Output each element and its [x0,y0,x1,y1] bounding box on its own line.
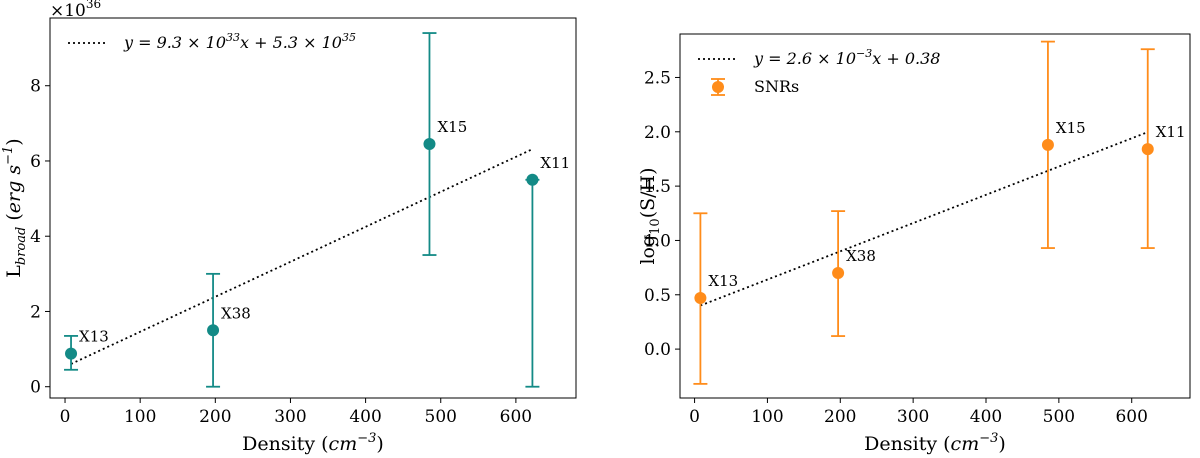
x-tick-label: 0 [689,407,700,427]
x-tick-label: 400 [970,407,1002,427]
point-label-x38: X38 [846,247,876,265]
point-label-x15: X15 [1056,119,1086,137]
x-axis-label: Density (cm−3) [242,431,384,455]
point-label-x13: X13 [708,272,738,290]
data-point-x11 [526,173,539,186]
point-label-x11: X11 [540,154,570,172]
point-label-x11: X11 [1156,123,1186,141]
y-tick-label: 8 [30,77,41,97]
data-point-x15 [1041,138,1054,151]
data-point-x13 [65,347,78,360]
x-tick-label: 200 [199,407,231,427]
y-tick-label: 1.5 [644,177,671,197]
x-tick-label: 400 [349,407,381,427]
right-chart-panel: 0 100 200 300 400 500 600 0.0 0.5 1.0 1.5 2.0 2.5 X13… [637,33,1191,455]
x-tick-label: 100 [751,407,783,427]
data-point-x15 [423,138,436,151]
fit-line [70,148,533,365]
legend-snrs-label: SNRs [754,77,799,96]
fit-line [700,131,1149,307]
legend-fit-label: y = 2.6 × 10−3x + 0.38 [753,47,940,68]
left-chart-panel: 0 100 200 300 400 500 600 0 2 4 6 8 X13 X38 X15 X11 Dens… [1,0,577,455]
y-tick-label: 6 [30,152,41,172]
x-tick-label: 500 [425,407,457,427]
y-tick-label: 0.5 [644,286,671,306]
y-tick-label: 2 [30,302,41,322]
plot-frame [49,17,577,399]
data-point-x38 [832,267,845,280]
x-tick-label: 0 [60,407,71,427]
y-axis-multiplier: ×1036 [50,0,101,21]
x-tick-label: 300 [274,407,306,427]
y-tick-label: 4 [30,227,41,247]
point-label-x13: X13 [79,328,109,346]
y-axis-label: log10(S/H) [637,167,663,264]
data-point-x11 [1141,143,1154,156]
legend-fit-label: y = 9.3 × 1033x + 5.3 × 1035 [123,31,356,52]
point-label-x15: X15 [437,118,467,136]
y-axis-label: Lbroad (erg s−1) [1,138,29,277]
point-label-x38: X38 [221,304,251,322]
y-tick-label: 1.0 [644,231,671,251]
legend-marker [712,81,724,93]
y-tick-label: 0 [30,378,41,398]
plot-frame [679,33,1191,399]
data-point-x13 [694,292,707,305]
x-tick-label: 100 [124,407,156,427]
data-point-x38 [207,324,220,337]
x-tick-label: 600 [1115,407,1147,427]
y-tick-label: 2.5 [644,68,671,88]
x-tick-label: 300 [897,407,929,427]
y-tick-label: 2.0 [644,123,671,143]
x-axis-label: Density (cm−3) [864,431,1006,455]
x-tick-label: 600 [500,407,532,427]
x-tick-label: 200 [824,407,856,427]
y-tick-label: 0.0 [644,340,671,360]
x-tick-label: 500 [1043,407,1075,427]
